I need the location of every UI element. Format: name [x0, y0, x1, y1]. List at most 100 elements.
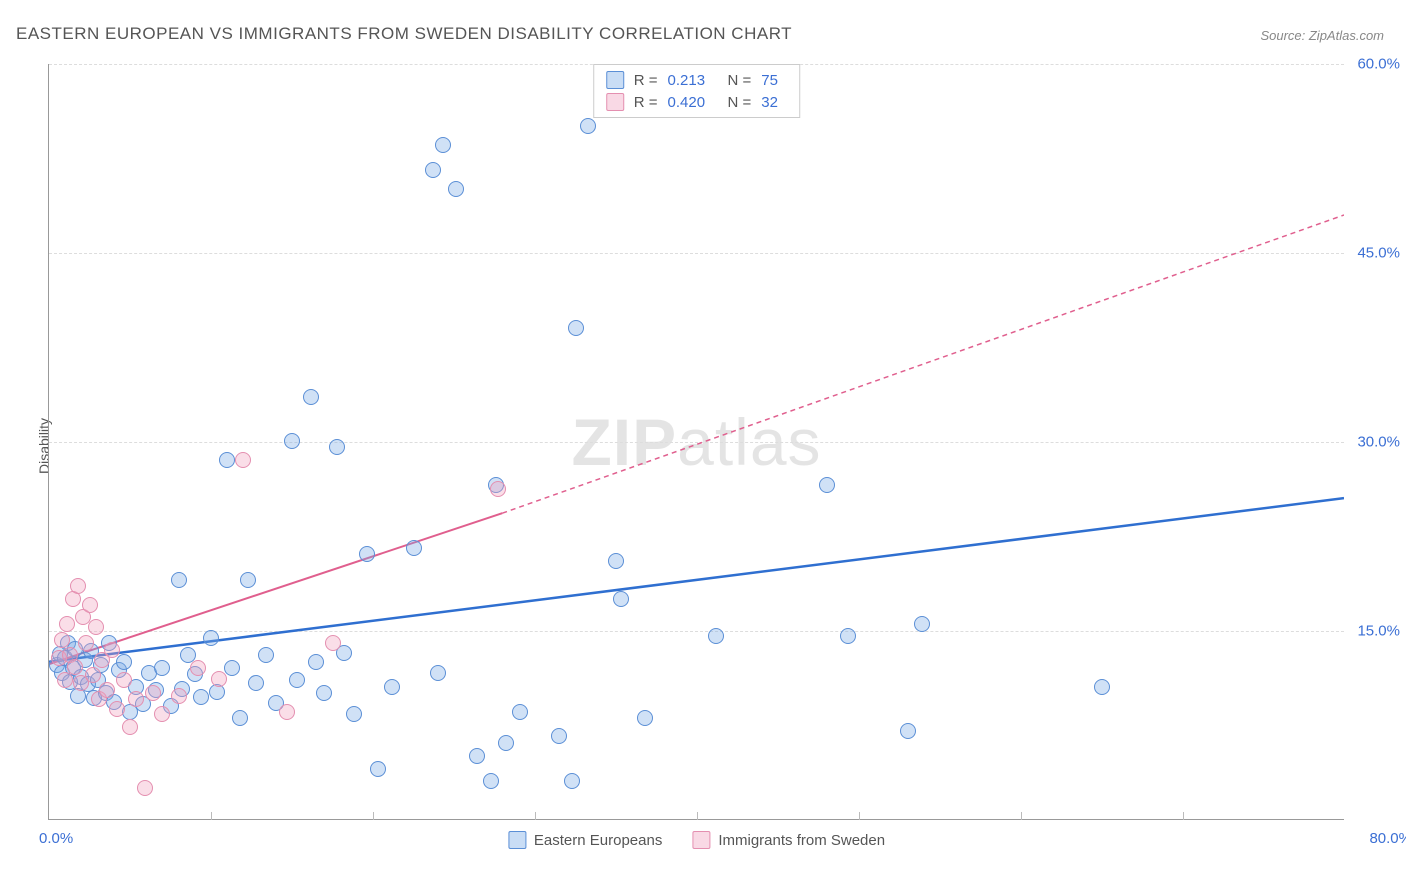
point-blue — [512, 704, 528, 720]
point-blue — [568, 320, 584, 336]
point-pink — [154, 706, 170, 722]
y-tick-label: 30.0% — [1357, 434, 1400, 451]
point-pink — [104, 642, 120, 658]
point-pink — [137, 780, 153, 796]
r-value-blue: 0.213 — [668, 72, 718, 89]
n-label: N = — [728, 94, 752, 111]
y-tick-label: 60.0% — [1357, 56, 1400, 73]
legend-label-pink: Immigrants from Sweden — [718, 832, 885, 849]
point-blue — [308, 654, 324, 670]
x-tick-mark — [1183, 812, 1184, 820]
point-pink — [54, 632, 70, 648]
point-pink — [235, 452, 251, 468]
point-blue — [154, 660, 170, 676]
x-tick-mark — [1021, 812, 1022, 820]
y-tick-label: 45.0% — [1357, 245, 1400, 262]
trend-line-pink — [49, 513, 502, 664]
x-tick-min: 0.0% — [39, 830, 73, 847]
point-blue — [435, 137, 451, 153]
point-pink — [128, 691, 144, 707]
n-value-blue: 75 — [761, 72, 787, 89]
point-blue — [359, 546, 375, 562]
point-blue — [303, 389, 319, 405]
point-pink — [99, 682, 115, 698]
point-pink — [211, 671, 227, 687]
point-pink — [145, 685, 161, 701]
r-label: R = — [634, 72, 658, 89]
point-pink — [78, 635, 94, 651]
point-blue — [564, 773, 580, 789]
grid-horizontal — [49, 253, 1344, 254]
point-pink — [325, 635, 341, 651]
point-pink — [109, 701, 125, 717]
point-pink — [57, 672, 73, 688]
chart-title: EASTERN EUROPEAN VS IMMIGRANTS FROM SWED… — [16, 24, 792, 44]
point-pink — [490, 481, 506, 497]
swatch-blue-icon — [508, 831, 526, 849]
n-label: N = — [728, 72, 752, 89]
point-pink — [88, 619, 104, 635]
point-blue — [203, 630, 219, 646]
swatch-blue-icon — [606, 71, 624, 89]
point-blue — [580, 118, 596, 134]
point-blue — [469, 748, 485, 764]
x-tick-mark — [535, 812, 536, 820]
point-blue — [900, 723, 916, 739]
point-blue — [240, 572, 256, 588]
legend-label-blue: Eastern Europeans — [534, 832, 662, 849]
point-blue — [637, 710, 653, 726]
point-blue — [289, 672, 305, 688]
trend-line-pink-extrapolated — [502, 215, 1344, 513]
point-blue — [840, 628, 856, 644]
point-pink — [67, 659, 83, 675]
r-value-pink: 0.420 — [668, 94, 718, 111]
point-blue — [914, 616, 930, 632]
point-blue — [483, 773, 499, 789]
point-blue — [448, 181, 464, 197]
legend-item-pink: Immigrants from Sweden — [692, 831, 885, 849]
point-blue — [425, 162, 441, 178]
stats-row-pink: R = 0.420 N = 32 — [606, 91, 788, 113]
point-pink — [116, 672, 132, 688]
point-blue — [284, 433, 300, 449]
point-blue — [224, 660, 240, 676]
x-tick-mark — [211, 812, 212, 820]
point-blue — [430, 665, 446, 681]
point-blue — [551, 728, 567, 744]
legend-item-blue: Eastern Europeans — [508, 831, 662, 849]
point-blue — [248, 675, 264, 691]
stats-row-blue: R = 0.213 N = 75 — [606, 69, 788, 91]
point-pink — [171, 688, 187, 704]
x-tick-mark — [373, 812, 374, 820]
point-blue — [406, 540, 422, 556]
bottom-legend: Eastern Europeans Immigrants from Sweden — [508, 831, 885, 849]
point-blue — [370, 761, 386, 777]
r-label: R = — [634, 94, 658, 111]
point-blue — [346, 706, 362, 722]
point-blue — [329, 439, 345, 455]
point-pink — [70, 578, 86, 594]
point-pink — [122, 719, 138, 735]
grid-horizontal — [49, 631, 1344, 632]
grid-horizontal — [49, 442, 1344, 443]
point-blue — [316, 685, 332, 701]
point-blue — [193, 689, 209, 705]
stats-box: R = 0.213 N = 75 R = 0.420 N = 32 — [593, 64, 801, 118]
point-blue — [613, 591, 629, 607]
point-pink — [279, 704, 295, 720]
point-blue — [258, 647, 274, 663]
point-blue — [219, 452, 235, 468]
point-blue — [819, 477, 835, 493]
point-blue — [1094, 679, 1110, 695]
point-blue — [708, 628, 724, 644]
point-blue — [498, 735, 514, 751]
chart-plot-area: ZIPatlas 15.0%30.0%45.0%60.0% R = 0.213 … — [48, 64, 1344, 820]
point-blue — [171, 572, 187, 588]
point-blue — [232, 710, 248, 726]
x-tick-mark — [697, 812, 698, 820]
x-tick-max: 80.0% — [1369, 830, 1406, 847]
swatch-pink-icon — [606, 93, 624, 111]
point-blue — [116, 654, 132, 670]
point-pink — [85, 667, 101, 683]
x-tick-mark — [859, 812, 860, 820]
